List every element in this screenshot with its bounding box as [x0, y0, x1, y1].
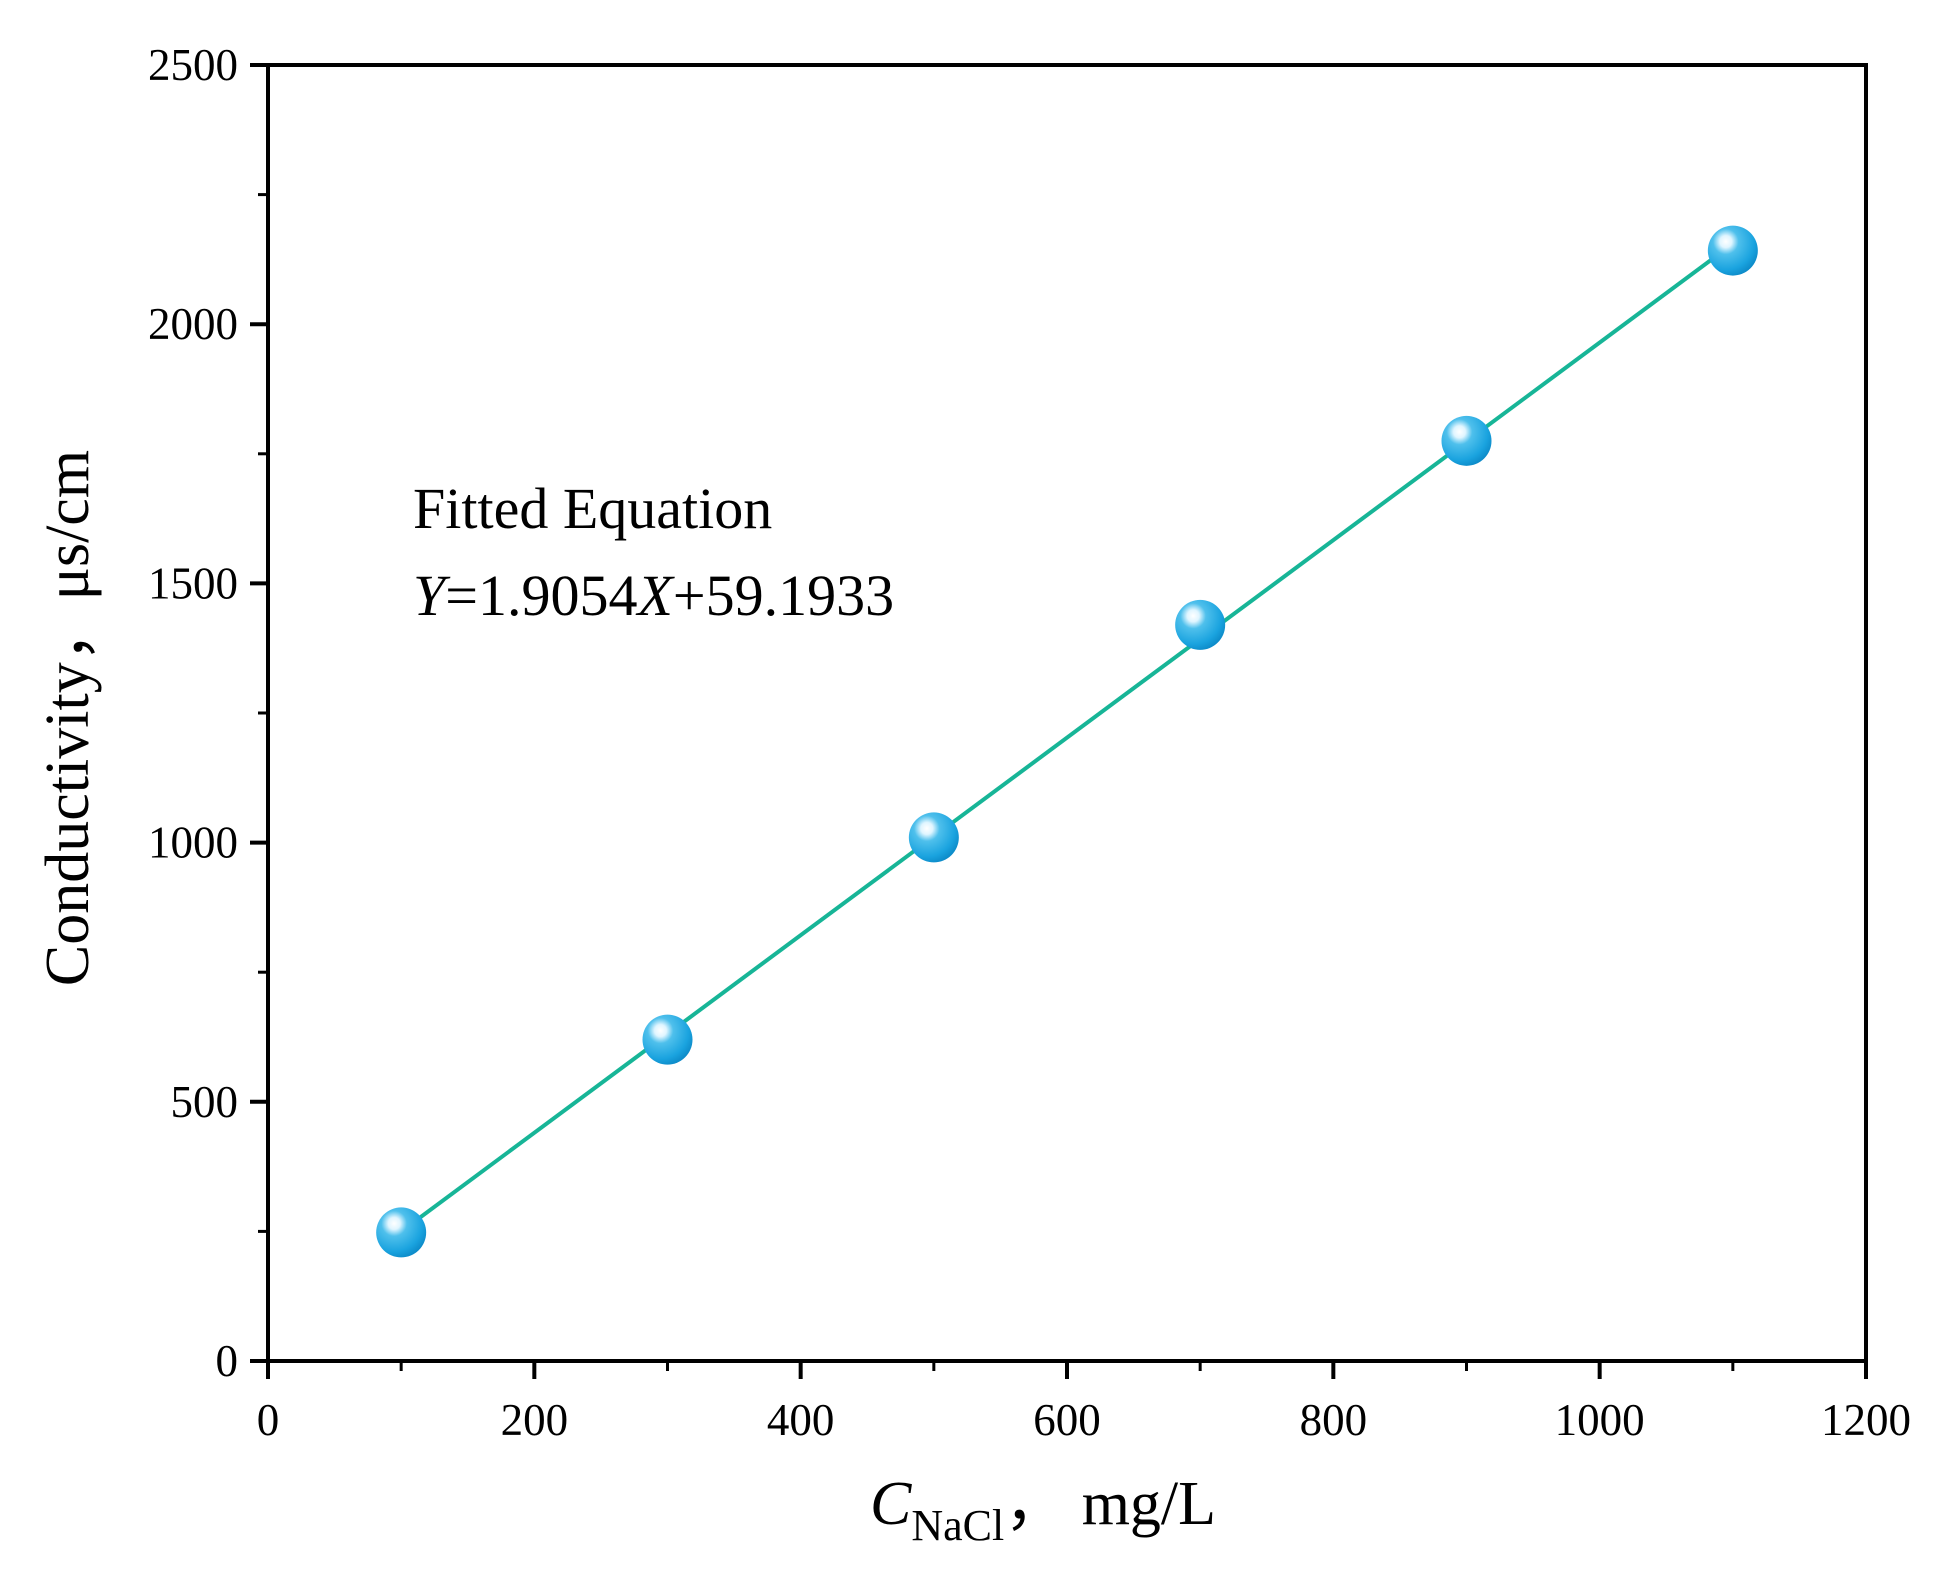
data-point-1 [642, 1014, 693, 1065]
y-tick-label-3: 1500 [148, 558, 238, 608]
y-tick-label-5: 2500 [148, 40, 238, 90]
annotation-y-var: Y [413, 563, 451, 628]
x-axis-title-var: C [870, 1470, 912, 1538]
x-axis-title-subscript: NaCl [911, 1501, 1004, 1550]
x-axis-title-unit: ， mg/L [1004, 1470, 1216, 1538]
annotation-slope: =1.9054 [445, 563, 637, 628]
annotation-intercept: +59.1933 [673, 563, 894, 628]
y-axis-title: Conductivity，μs/cm [34, 450, 102, 986]
axes-frame [266, 63, 1868, 1363]
annotation-line-2: Y=1.9054X+59.1933 [413, 563, 894, 628]
data-point-5 [1707, 225, 1758, 276]
data-point-2 [908, 812, 959, 863]
annotation-x-var: X [635, 563, 675, 628]
data-point-4 [1441, 415, 1492, 466]
marker-layer [376, 225, 1758, 1258]
y-tick-label-4: 2000 [148, 299, 238, 349]
y-tick-label-0: 0 [216, 1336, 239, 1386]
x-tick-label-2: 400 [767, 1395, 835, 1445]
x-tick-label-6: 1200 [1821, 1395, 1911, 1445]
y-tick-label-1: 500 [171, 1077, 239, 1127]
data-point-3 [1175, 599, 1226, 650]
x-tick-label-4: 800 [1300, 1395, 1368, 1445]
y-tick-label-2: 1000 [148, 818, 238, 868]
x-tick-label-0: 0 [257, 1395, 280, 1445]
axes-layer: 0 200 400 600 800 1000 1200 0 500 1000 1500 2000 250… [148, 40, 1911, 1445]
annotation-line-1: Fitted Equation [413, 476, 772, 541]
fit-line-layer [399, 242, 1735, 1234]
x-tick-label-1: 200 [501, 1395, 569, 1445]
data-point-0 [376, 1207, 427, 1258]
x-axis-title: CNaCl， mg/L [870, 1470, 1216, 1550]
x-tick-label-3: 600 [1033, 1395, 1101, 1445]
fit-line [399, 242, 1735, 1234]
x-tick-label-5: 1000 [1555, 1395, 1645, 1445]
